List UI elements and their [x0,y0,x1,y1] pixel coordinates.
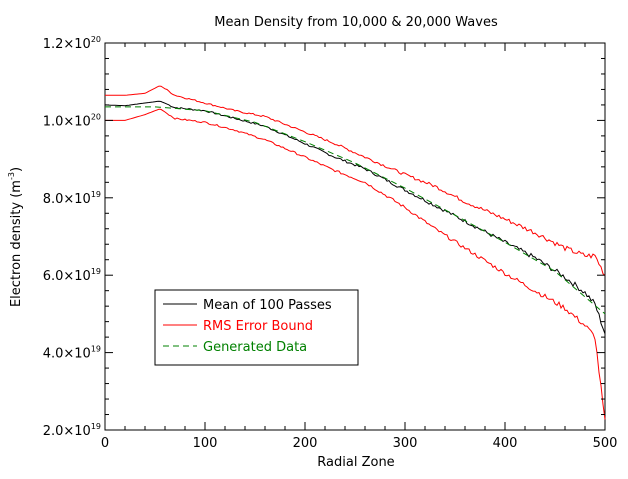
y-tick-label: 4.0×1019 [43,345,101,362]
x-tick-label: 200 [293,436,318,451]
series-line-0 [104,100,606,334]
plot-frame [104,42,606,431]
legend: Mean of 100 Passes RMS Error Bound Generat… [154,289,359,366]
series-line-2 [105,108,606,420]
ticks-layer: 0 100 200 300 400 500 2.0×1019 4.0×1019 6.0×1019… [43,35,618,451]
x-tick-label: 0 [101,436,109,451]
series-line-1 [105,85,606,276]
legend-label: Mean of 100 Passes [203,298,332,313]
legend-items: Mean of 100 Passes RMS Error Bound Generat… [163,298,332,355]
x-tick-label: 100 [193,436,218,451]
legend-label: RMS Error Bound [203,319,313,334]
x-tick-label: 500 [593,436,618,451]
y-axis-title-close: ) [9,167,24,172]
y-axis-title-text: Electron density (m [9,180,24,307]
legend-label: Generated Data [203,340,307,355]
series-layer [104,85,606,420]
x-tick-label: 300 [393,436,418,451]
chart-title: Mean Density from 10,000 & 20,000 Waves [214,15,498,30]
series-line-3 [105,106,606,315]
y-tick-label: 6.0×1019 [43,267,101,284]
y-axis-title: Electron density (m-3) [7,167,24,307]
y-tick-label: 2.0×1019 [43,422,101,439]
y-tick-label: 1.2×1020 [43,35,101,52]
legend-box [154,289,359,366]
y-tick-label: 8.0×1019 [43,190,101,207]
y-tick-label: 1.0×1020 [43,112,101,129]
x-axis-title: Radial Zone [317,455,394,470]
x-tick-label: 400 [493,436,518,451]
y-axis-title-sup: -3 [7,172,16,180]
